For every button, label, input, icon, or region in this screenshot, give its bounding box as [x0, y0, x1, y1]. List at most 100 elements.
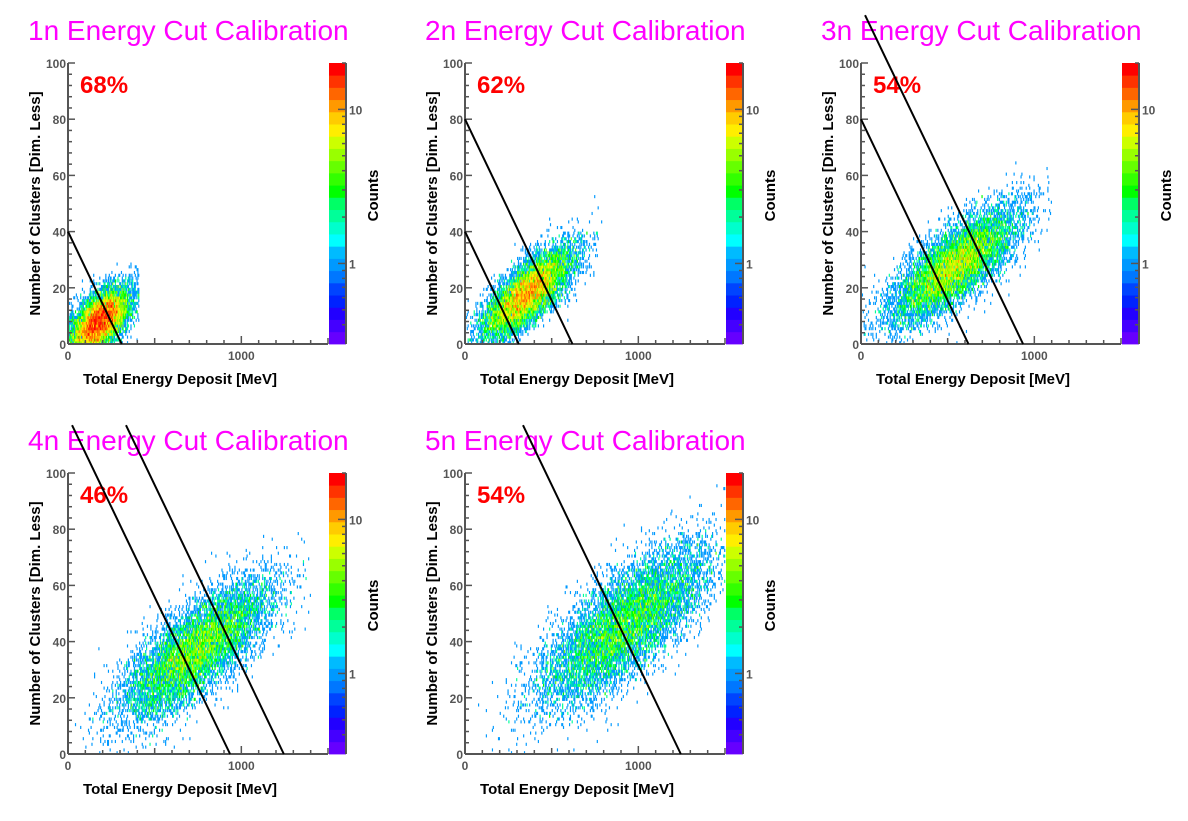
heatmap-bin: [121, 304, 123, 308]
heatmap-bin: [900, 284, 902, 289]
heatmap-bin: [891, 324, 893, 328]
heatmap-bin: [497, 335, 499, 339]
heatmap-bin: [129, 310, 131, 314]
heatmap-bin: [526, 254, 528, 258]
heatmap-bin: [517, 327, 520, 331]
heatmap-bin: [498, 290, 500, 294]
heatmap-bin: [529, 307, 531, 311]
heatmap-bin: [575, 245, 578, 249]
heatmap-bin: [495, 301, 497, 305]
heatmap-bin: [550, 262, 552, 266]
heatmap-bin: [945, 299, 948, 303]
heatmap-bin: [530, 321, 532, 325]
heatmap-bin: [530, 248, 532, 252]
colorbar-band: [329, 331, 346, 345]
heatmap-bin: [502, 293, 504, 297]
heatmap-bin: [575, 268, 578, 272]
heatmap-bin: [123, 299, 125, 303]
heatmap-bin: [926, 293, 928, 297]
heatmap-bin: [870, 327, 872, 331]
heatmap-bin: [107, 301, 110, 305]
heatmap-bin: [82, 338, 84, 342]
heatmap-bin: [527, 324, 529, 328]
heatmap-bin: [101, 318, 103, 322]
heatmap-bin: [508, 293, 510, 297]
heatmap-bin: [531, 301, 533, 305]
heatmap-bin: [906, 324, 909, 328]
heatmap-bin: [134, 310, 136, 314]
x-axis-title: Total Energy Deposit [MeV]: [480, 371, 674, 388]
heatmap-bin: [511, 324, 513, 328]
heatmap-bin: [928, 290, 930, 294]
heatmap-bin: [919, 313, 921, 317]
heatmap-bin: [563, 245, 565, 249]
heatmap-bin: [68, 332, 71, 336]
colorbar-tick-label: 10: [746, 103, 760, 117]
heatmap-bin: [875, 290, 877, 294]
heatmap-bin: [126, 279, 129, 283]
heatmap-bin: [549, 276, 551, 280]
heatmap-bin: [525, 310, 527, 314]
heatmap-bin: [507, 313, 509, 317]
heatmap-bin: [120, 321, 122, 325]
heatmap-bin: [74, 318, 76, 322]
heatmap-bin: [99, 307, 101, 311]
heatmap-bin: [979, 293, 981, 297]
heatmap-bin: [516, 279, 518, 283]
x-tick-label: 1000: [625, 349, 652, 363]
heatmap-bin: [488, 321, 490, 325]
heatmap-bin: [493, 313, 495, 317]
heatmap-bin: [939, 324, 941, 328]
heatmap-bin: [516, 301, 518, 305]
heatmap-bin: [138, 299, 140, 303]
heatmap-bin: [880, 301, 883, 305]
heatmap-bin: [123, 318, 125, 322]
heatmap-bin: [94, 324, 96, 328]
heatmap-bin: [133, 290, 135, 294]
heatmap-bin: [904, 287, 906, 291]
heatmap-bin: [581, 234, 583, 238]
heatmap-bin: [125, 313, 127, 317]
heatmap-bin: [572, 254, 574, 258]
heatmap-bin: [561, 287, 563, 291]
heatmap-bin: [516, 270, 518, 275]
heatmap-bin: [82, 341, 84, 345]
heatmap-bin: [894, 310, 896, 314]
heatmap-bin: [484, 329, 486, 334]
heatmap-bin: [933, 313, 935, 317]
heatmap-bin: [575, 251, 578, 255]
heatmap-bin: [75, 293, 77, 297]
heatmap-bin: [509, 287, 511, 291]
heatmap-bin: [534, 321, 536, 325]
heatmap-bin: [116, 262, 118, 266]
heatmap-bin: [939, 313, 942, 317]
heatmap-bin: [99, 276, 101, 280]
heatmap-bin: [516, 299, 518, 303]
heatmap-bin: [893, 296, 895, 300]
heatmap-bin: [536, 313, 538, 317]
heatmap-bin: [568, 248, 570, 252]
heatmap-bin: [500, 273, 502, 277]
heatmap-bin: [92, 321, 94, 325]
heatmap-bin: [553, 268, 555, 272]
heatmap-bin: [78, 310, 80, 314]
heatmap-bin: [541, 254, 543, 258]
heatmap-bin: [569, 273, 572, 277]
heatmap-bin: [544, 276, 546, 280]
heatmap-bin: [119, 310, 121, 314]
heatmap-bin: [131, 307, 133, 311]
heatmap-bin: [534, 256, 536, 260]
heatmap-bin: [503, 338, 505, 342]
heatmap-bin: [549, 254, 551, 258]
heatmap-bin: [545, 301, 547, 305]
heatmap-bin: [109, 338, 111, 342]
heatmap-bin: [133, 321, 135, 325]
heatmap-bin: [88, 318, 90, 322]
heatmap-bin: [947, 307, 949, 311]
heatmap-bin: [541, 287, 543, 291]
y-tick-label: 80: [450, 113, 464, 127]
heatmap-bin: [891, 321, 893, 325]
heatmap-bin: [926, 299, 929, 303]
heatmap-bin: [928, 301, 930, 305]
heatmap-bin: [115, 290, 117, 294]
